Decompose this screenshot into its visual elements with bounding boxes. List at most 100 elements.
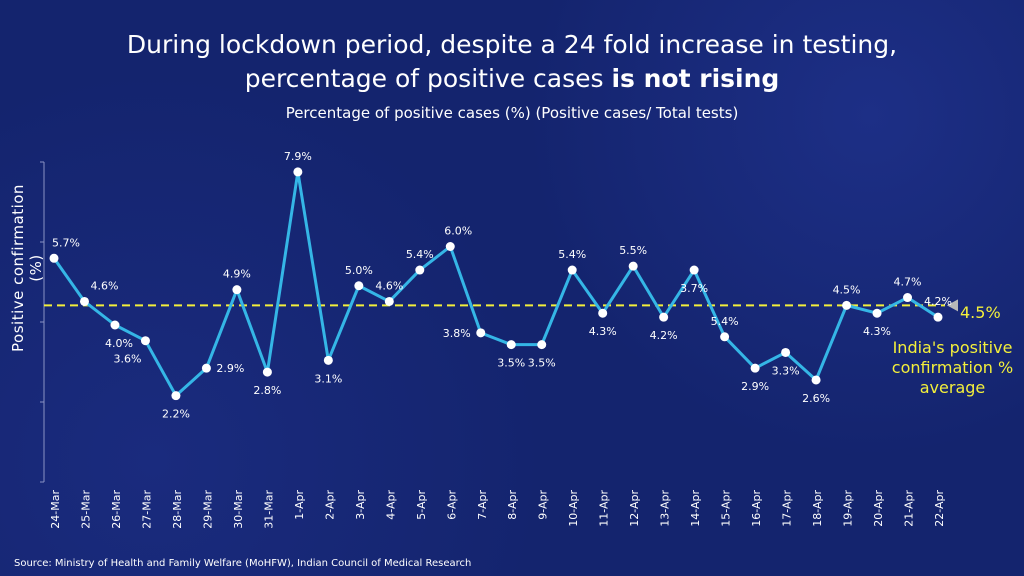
x-tick-label: 14-Apr — [689, 490, 702, 527]
title-line-1: During lockdown period, despite a 24 fol… — [126, 30, 898, 59]
x-tick-label: 21-Apr — [903, 490, 916, 527]
x-tick-label: 18-Apr — [811, 490, 824, 527]
data-point — [903, 293, 913, 303]
x-tick-label: 25-Mar — [79, 490, 92, 529]
x-tick-label: 30-Mar — [232, 490, 245, 529]
data-label: 7.9% — [284, 150, 312, 163]
data-point — [811, 375, 821, 385]
data-point — [171, 391, 181, 401]
x-tick-label: 31-Mar — [262, 490, 275, 529]
data-label: 5.4% — [711, 315, 739, 328]
x-tick-label: 12-Apr — [628, 490, 641, 527]
data-point — [567, 265, 577, 275]
data-label: 2.9% — [216, 362, 244, 375]
data-point — [872, 308, 882, 318]
data-point — [506, 340, 516, 350]
x-tick-label: 9-Apr — [537, 490, 550, 520]
data-label: 2.2% — [162, 408, 190, 421]
x-tick-label: 26-Mar — [110, 490, 123, 529]
x-tick-label: 6-Apr — [445, 490, 458, 520]
data-label: 4.2% — [924, 295, 952, 308]
data-point — [659, 312, 669, 322]
data-point — [323, 355, 333, 365]
x-tick-label: 29-Mar — [201, 490, 214, 529]
data-point — [49, 253, 59, 263]
x-tick-label: 4-Apr — [384, 490, 397, 520]
x-tick-label: 28-Mar — [171, 490, 184, 529]
data-point — [689, 265, 699, 275]
data-label: 3.7% — [680, 282, 708, 295]
page-title: During lockdown period, despite a 24 fol… — [0, 28, 1024, 96]
chart-subtitle: Percentage of positive cases (%) (Positi… — [285, 104, 739, 122]
x-tick-label: 15-Apr — [720, 490, 733, 527]
data-label: 3.8% — [443, 327, 471, 340]
data-label: 5.4% — [558, 248, 586, 261]
data-label: 5.0% — [345, 264, 373, 277]
data-label: 4.3% — [589, 325, 617, 338]
data-point — [842, 300, 852, 310]
data-point — [232, 285, 242, 295]
x-tick-label: 10-Apr — [567, 490, 580, 527]
data-label: 5.5% — [619, 244, 647, 257]
data-point — [201, 363, 211, 373]
average-arrow-icon — [947, 299, 958, 312]
data-point — [79, 296, 89, 306]
x-tick-label: 27-Mar — [140, 490, 153, 529]
x-tick-label: 13-Apr — [659, 490, 672, 527]
data-point — [140, 336, 150, 346]
x-tick-label: 1-Apr — [293, 490, 306, 520]
data-point — [293, 167, 303, 177]
data-point — [720, 332, 730, 342]
data-point — [750, 363, 760, 373]
data-label: 3.1% — [314, 372, 342, 385]
x-tick-label: 7-Apr — [476, 490, 489, 520]
average-value-label: 4.5% — [960, 303, 1001, 322]
data-label: 6.0% — [444, 225, 472, 238]
source-note: Source: Ministry of Health and Family We… — [14, 558, 472, 569]
data-point — [354, 281, 364, 291]
x-tick-label: 19-Apr — [842, 490, 855, 527]
data-point — [415, 265, 425, 275]
data-label: 4.0% — [105, 337, 133, 350]
series-line — [52, 170, 939, 398]
average-note: India's positive confirmation % average — [891, 338, 1014, 397]
x-tick-label: 16-Apr — [750, 490, 763, 527]
data-point — [598, 308, 608, 318]
data-label: 4.9% — [223, 268, 251, 281]
data-label: 4.3% — [863, 325, 891, 338]
x-tick-label: 5-Apr — [415, 490, 428, 520]
x-tick-label: 17-Apr — [781, 490, 794, 527]
data-label: 4.7% — [894, 276, 922, 289]
data-label: 4.2% — [650, 329, 678, 342]
data-label: 3.6% — [113, 353, 141, 366]
data-label: 4.6% — [375, 279, 403, 292]
data-point — [476, 328, 486, 338]
data-label: 3.5% — [528, 357, 556, 370]
data-point — [445, 242, 455, 251]
x-tick-label: 24-Mar — [49, 490, 62, 529]
data-label: 4.5% — [833, 283, 861, 296]
title-line-2-normal: percentage of positive cases — [244, 64, 612, 93]
x-tick-label: 20-Apr — [872, 490, 885, 527]
data-point — [110, 320, 120, 330]
data-label: 2.8% — [253, 384, 281, 397]
data-label: 2.9% — [741, 380, 769, 393]
data-point — [262, 367, 272, 377]
x-tick-label: 8-Apr — [506, 490, 519, 520]
data-point — [781, 347, 791, 357]
x-tick-label: 22-Apr — [933, 490, 946, 527]
data-label: 2.6% — [802, 392, 830, 405]
title-line-2: percentage of positive cases is not risi… — [0, 62, 1024, 96]
data-point — [933, 312, 943, 322]
data-point — [628, 261, 638, 271]
data-label: 3.5% — [497, 357, 525, 370]
x-tick-label: 11-Apr — [598, 490, 611, 527]
title-line-2-bold: is not rising — [611, 64, 780, 93]
data-label: 5.4% — [406, 248, 434, 261]
x-tick-label: 2-Apr — [323, 490, 336, 520]
data-point — [384, 296, 394, 306]
data-point — [537, 340, 547, 350]
x-tick-label: 3-Apr — [354, 490, 367, 520]
